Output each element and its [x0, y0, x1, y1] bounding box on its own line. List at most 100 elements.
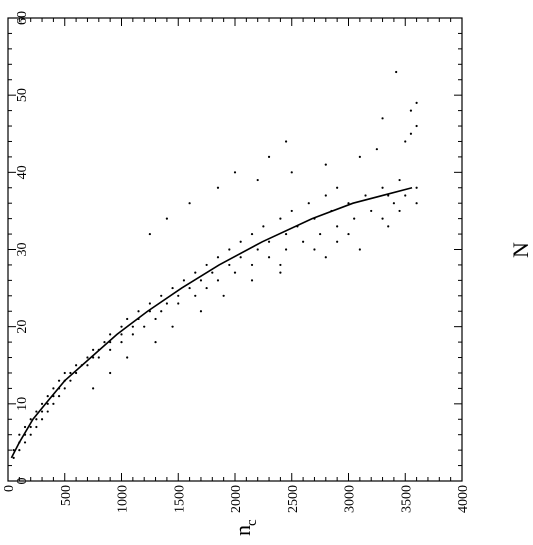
data-point — [290, 171, 293, 174]
data-point — [395, 70, 398, 74]
data-point — [120, 333, 123, 336]
data-point — [381, 217, 384, 220]
data-point — [35, 425, 38, 429]
data-point — [279, 271, 282, 274]
data-point — [23, 425, 27, 429]
x-axis-title: n c — [230, 519, 260, 536]
data-point — [126, 356, 129, 359]
data-point — [52, 402, 55, 405]
axis-tick-labels: 0 10 20 30 40 50 60 0 500 1000 1500 2000 2500 3000 350… — [2, 11, 471, 513]
data-point — [120, 341, 123, 344]
data-point — [199, 310, 203, 313]
data-point — [109, 371, 112, 375]
data-point — [347, 232, 350, 236]
data-point — [387, 225, 390, 228]
data-point — [120, 325, 123, 328]
data-point — [302, 240, 305, 243]
nc-tick-label: 0 — [15, 478, 30, 485]
data-point — [75, 364, 78, 367]
data-point — [188, 202, 191, 205]
data-point — [284, 140, 288, 143]
data-point — [324, 163, 327, 166]
data-point — [409, 132, 413, 135]
data-point — [29, 433, 32, 436]
data-point — [160, 310, 163, 313]
data-point — [358, 248, 361, 251]
data-point — [103, 341, 106, 344]
data-point — [284, 248, 288, 251]
data-point — [57, 395, 61, 398]
data-point — [375, 148, 378, 151]
axis-ticks — [7, 17, 463, 482]
data-point — [336, 240, 339, 243]
data-point — [205, 263, 208, 267]
data-point — [46, 395, 49, 398]
data-point — [239, 240, 242, 243]
data-point — [250, 232, 254, 236]
data-point — [182, 279, 186, 282]
nc-tick-label: 10 — [15, 397, 30, 411]
data-point — [40, 418, 44, 421]
data-point — [262, 225, 265, 228]
data-point — [398, 178, 401, 182]
data-point — [336, 186, 339, 189]
data-point — [290, 209, 293, 213]
fit-curve-group — [10, 186, 413, 459]
data-point — [46, 402, 49, 405]
x-axis-label-sub: c — [244, 519, 260, 526]
data-point — [239, 256, 242, 259]
data-point — [279, 263, 282, 267]
data-point — [409, 109, 413, 112]
data-point — [353, 217, 356, 220]
data-point — [307, 202, 310, 205]
n-tick-label: 1500 — [172, 485, 187, 513]
data-point — [364, 194, 367, 197]
data-point — [324, 194, 327, 197]
data-point — [233, 271, 237, 274]
data-point — [35, 410, 38, 413]
data-point — [148, 302, 151, 305]
data-point — [381, 117, 384, 120]
data-point — [199, 279, 203, 282]
data-point — [284, 232, 288, 236]
data-point — [250, 279, 254, 282]
data-point — [256, 248, 259, 251]
fit-curve — [10, 186, 413, 459]
y-axis-label: N — [508, 242, 533, 258]
data-point — [319, 232, 322, 236]
data-point — [404, 140, 407, 143]
data-point — [313, 248, 316, 251]
data-point — [370, 209, 373, 213]
data-point — [23, 441, 27, 444]
data-point — [109, 333, 112, 336]
data-point — [256, 178, 259, 182]
data-point — [154, 317, 157, 321]
data-point — [415, 101, 418, 104]
data-point — [347, 202, 350, 205]
data-point — [69, 379, 72, 382]
data-point — [194, 294, 197, 297]
data-point — [211, 271, 214, 274]
data-point — [336, 225, 339, 228]
data-point — [126, 317, 129, 321]
plot-frame — [7, 17, 463, 482]
nc-tick-label: 20 — [15, 320, 30, 334]
data-point — [40, 402, 44, 405]
data-point — [177, 294, 180, 297]
data-point — [12, 456, 15, 459]
data-point — [415, 186, 418, 189]
data-point — [177, 302, 180, 305]
data-point — [46, 410, 49, 413]
data-point — [228, 248, 231, 251]
data-point — [35, 418, 38, 421]
data-point — [398, 209, 401, 213]
n-tick-label: 1000 — [116, 485, 131, 513]
data-point — [160, 294, 163, 297]
nc-tick-label: 50 — [15, 88, 30, 102]
data-point — [404, 194, 407, 197]
nc-tick-label: 60 — [15, 11, 30, 25]
data-point — [216, 256, 220, 259]
data-point — [415, 124, 418, 128]
data-point — [148, 232, 151, 236]
data-point — [171, 286, 174, 290]
